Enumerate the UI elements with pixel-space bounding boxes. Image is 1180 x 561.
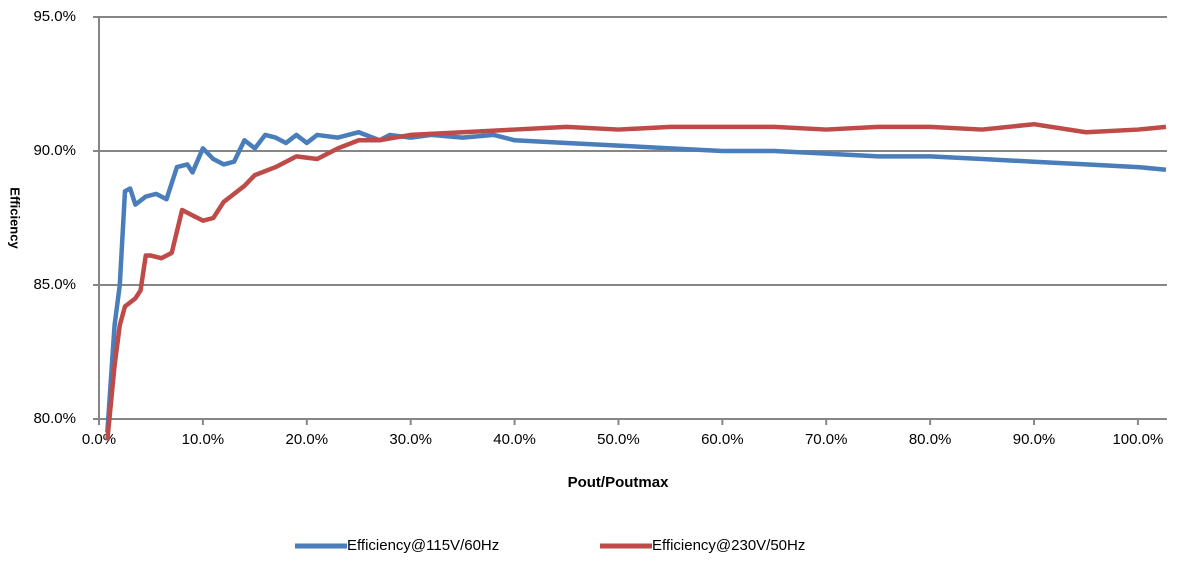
x-tick-label: 100.0% <box>1112 431 1163 448</box>
legend-label: Efficiency@115V/60Hz <box>347 537 499 554</box>
y-axis-title: Efficiency <box>8 187 23 249</box>
line-series <box>105 129 1167 433</box>
x-tick-label: 50.0% <box>597 431 640 448</box>
line-series <box>105 121 1167 441</box>
x-tick-label: 40.0% <box>493 431 536 448</box>
x-tick-label: 20.0% <box>286 431 329 448</box>
x-tick-label: 70.0% <box>805 431 848 448</box>
x-tick-label: 0.0% <box>82 431 116 448</box>
x-tick-label: 10.0% <box>182 431 225 448</box>
y-tick-label: 90.0% <box>33 142 76 159</box>
x-tick-label: 60.0% <box>701 431 744 448</box>
x-tick-label: 30.0% <box>389 431 432 448</box>
y-tick-label: 95.0% <box>33 8 76 25</box>
legend-label: Efficiency@230V/50Hz <box>652 537 805 554</box>
x-tick-label: 80.0% <box>909 431 952 448</box>
y-tick-label: 80.0% <box>33 410 76 427</box>
x-tick-label: 90.0% <box>1013 431 1056 448</box>
x-axis-title: Pout/Poutmax <box>568 474 669 491</box>
y-tick-label: 85.0% <box>33 276 76 293</box>
